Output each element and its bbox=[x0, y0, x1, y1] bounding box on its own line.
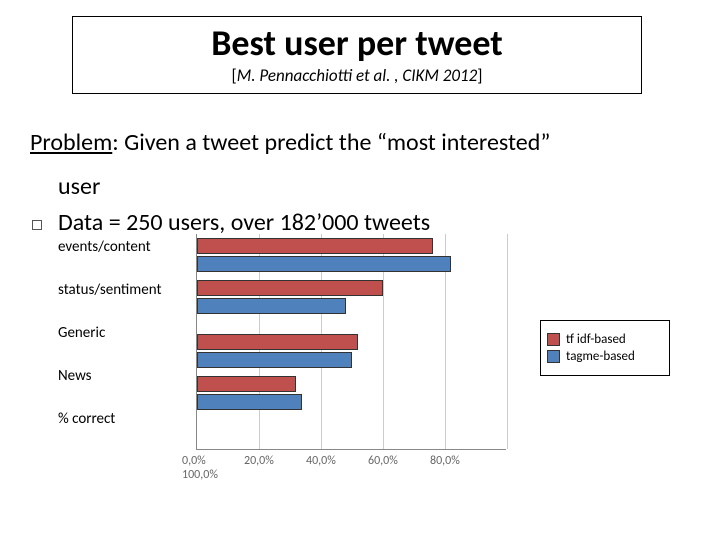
legend-item-tfidf: tf idf-based bbox=[547, 333, 663, 346]
category-label: Generic bbox=[58, 326, 162, 341]
x-tick-label: 60,0% bbox=[368, 454, 430, 468]
legend-swatch-blue bbox=[547, 350, 560, 363]
bar-tagme bbox=[197, 298, 346, 314]
bar-tagme bbox=[197, 256, 451, 272]
category-label: events/content bbox=[58, 240, 162, 255]
x-tick-label: 80,0% bbox=[430, 454, 492, 468]
chart: 0,0%20,0%40,0%60,0%80,0%100,0% bbox=[196, 234, 506, 484]
chart-plot bbox=[196, 234, 506, 450]
x-tick-label: 20,0% bbox=[244, 454, 306, 468]
legend-item-tagme: tagme-based bbox=[547, 350, 663, 363]
bullet-icon bbox=[32, 220, 42, 230]
legend-label-tagme: tagme-based bbox=[566, 350, 635, 363]
category-label: % correct bbox=[58, 412, 162, 427]
bar-tagme bbox=[197, 352, 352, 368]
x-tick-label: 40,0% bbox=[306, 454, 368, 468]
bar-tfidf bbox=[197, 334, 358, 350]
gridline bbox=[507, 234, 508, 449]
problem-label: Problem bbox=[30, 128, 112, 157]
data-line: Data = 250 users, over 182’000 tweets bbox=[58, 208, 430, 237]
legend-swatch-red bbox=[547, 333, 560, 346]
legend-label-tfidf: tf idf-based bbox=[566, 333, 626, 346]
category-labels: events/content status/sentiment Generic New… bbox=[58, 240, 162, 455]
x-tick-label: 0,0% bbox=[182, 454, 244, 468]
title-box: Best user per tweet [M. Pennacchiotti et… bbox=[72, 16, 642, 94]
problem-line: Problem: Given a tweet predict the “most… bbox=[30, 128, 550, 157]
category-label: status/sentiment bbox=[58, 283, 162, 298]
x-tick-label: 100,0% bbox=[182, 468, 244, 482]
category-label: News bbox=[58, 369, 162, 384]
x-axis-ticks: 0,0%20,0%40,0%60,0%80,0%100,0% bbox=[182, 454, 522, 470]
bar-tfidf bbox=[197, 280, 383, 296]
bar-tagme bbox=[197, 394, 302, 410]
bar-tfidf bbox=[197, 238, 433, 254]
legend: tf idf-based tagme-based bbox=[540, 320, 670, 376]
problem-user: user bbox=[58, 172, 100, 201]
slide-title: Best user per tweet bbox=[73, 21, 641, 65]
bar-tfidf bbox=[197, 376, 296, 392]
citation: [M. Pennacchiotti et al. , CIKM 2012] bbox=[73, 65, 641, 86]
